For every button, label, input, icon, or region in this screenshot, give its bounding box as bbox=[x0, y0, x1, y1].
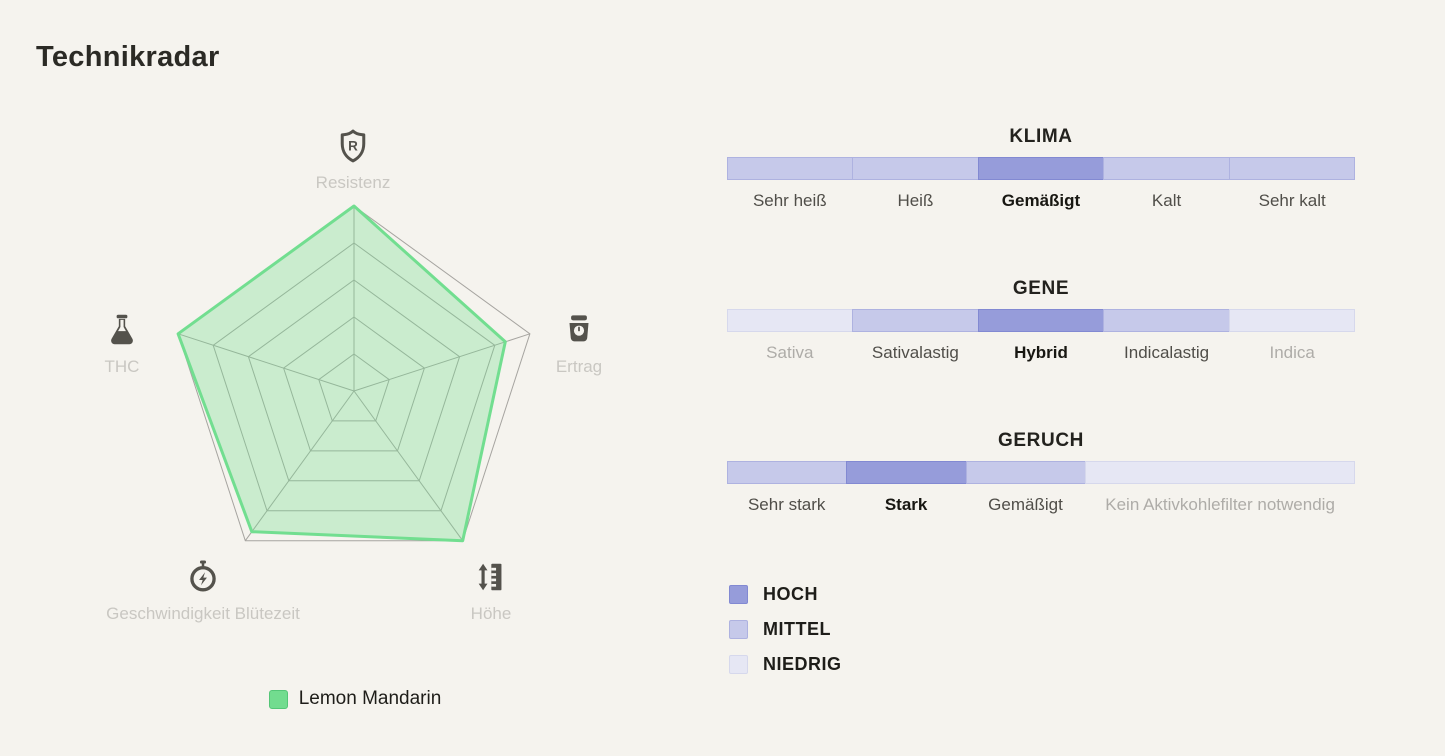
scale-label: Gemäßigt bbox=[988, 495, 1063, 514]
scale-bar bbox=[727, 309, 1356, 332]
scale-label: Sativa bbox=[766, 343, 814, 362]
level-legend-row: MITTEL bbox=[729, 619, 842, 639]
scale-label: Sehr heiß bbox=[752, 191, 827, 210]
section-title: GENE bbox=[1012, 278, 1070, 299]
scale-segment-mittel bbox=[1103, 309, 1230, 332]
radar-axis-line bbox=[244, 390, 355, 541]
scale-segment-mittel bbox=[852, 157, 979, 180]
height-ruler-icon bbox=[478, 563, 502, 591]
radar-axis-geschwindigkeit: Geschwindigkeit Blütezeit bbox=[68, 558, 338, 624]
scale-segment-mittel bbox=[965, 461, 1087, 484]
section-klima: KLIMA Sehr heiß Heiß Gemäßigt Kalt Sehr kalt bbox=[727, 126, 1356, 211]
scale-label: Kein Aktivkohlefilter notwendig bbox=[1105, 495, 1335, 514]
scale-labels: Sehr stark Stark Gemäßigt Kein Aktivkohlefi… bbox=[727, 495, 1355, 515]
radar-grid-ring bbox=[212, 242, 496, 512]
scale-label: Sehr kalt bbox=[1258, 191, 1326, 210]
axis-label: Ertrag bbox=[555, 357, 603, 376]
scale-segment-mittel bbox=[852, 309, 979, 332]
scale-segment-mittel bbox=[727, 157, 854, 180]
radar-data-polygon bbox=[176, 204, 507, 543]
section-geruch: GERUCH Sehr stark Stark Gemäßigt Kein Aktiv… bbox=[727, 430, 1355, 515]
scale-label: Gemäßigt bbox=[1001, 191, 1081, 210]
scale-segment-niedrig bbox=[727, 309, 854, 332]
svg-text:R: R bbox=[348, 139, 358, 154]
radar-grid-ring bbox=[318, 353, 390, 422]
level-legend-row: NIEDRIG bbox=[729, 654, 842, 674]
scale-label: Stark bbox=[884, 495, 928, 514]
level-legend-label: HOCH bbox=[763, 583, 818, 604]
scale-bar bbox=[727, 461, 1355, 484]
level-legend-row: HOCH bbox=[729, 584, 842, 604]
axis-label: Höhe bbox=[470, 604, 512, 623]
shield-r-icon: R bbox=[340, 129, 366, 163]
scale-segment-mittel bbox=[1228, 157, 1356, 180]
radar-axis-line bbox=[353, 390, 464, 541]
scale-label: Kalt bbox=[1151, 191, 1182, 210]
scale-segment-niedrig bbox=[1085, 461, 1355, 484]
scale-label: Sativalastig bbox=[871, 343, 959, 362]
axis-label: Resistenz bbox=[315, 173, 391, 192]
radar-grid-ring bbox=[247, 279, 461, 482]
level-legend-swatch-hoch bbox=[729, 584, 748, 604]
axis-label: Geschwindigkeit Blütezeit bbox=[106, 604, 300, 623]
scale-segment-mittel bbox=[1103, 157, 1230, 180]
scale-label: Heiß bbox=[897, 191, 934, 210]
level-legend-swatch-niedrig bbox=[729, 654, 748, 674]
level-legend-label: NIEDRIG bbox=[763, 653, 842, 674]
section-title: GERUCH bbox=[998, 430, 1084, 451]
radar-axis-hoehe: Höhe bbox=[391, 558, 591, 624]
scale-label: Sehr stark bbox=[747, 495, 826, 514]
section-title: KLIMA bbox=[1009, 126, 1073, 147]
scale-segment-hoch bbox=[846, 461, 967, 484]
series-legend[interactable]: Lemon Mandarin bbox=[0, 688, 710, 710]
series-legend-label: Lemon Mandarin bbox=[298, 688, 442, 709]
radar-grid-ring bbox=[283, 316, 425, 452]
stopwatch-icon bbox=[190, 560, 216, 592]
level-legend-label: MITTEL bbox=[763, 618, 831, 639]
radar-chart bbox=[176, 204, 531, 543]
scale-label: Hybrid bbox=[1014, 343, 1068, 362]
scale-label: Indicalastig bbox=[1124, 343, 1210, 362]
scale-labels: Sativa Sativalastig Hybrid Indicalastig Indi… bbox=[727, 343, 1355, 363]
radar-axis-line bbox=[353, 333, 531, 392]
kitchen-scale-icon bbox=[569, 315, 589, 342]
level-legend-swatch-mittel bbox=[729, 619, 748, 639]
scale-label: Indica bbox=[1269, 343, 1315, 362]
axis-label: THC bbox=[104, 357, 140, 376]
level-legend: HOCH MITTEL NIEDRIG bbox=[729, 584, 842, 689]
section-gene: GENE Sativa Sativalastig Hybrid Indicalasti… bbox=[727, 278, 1356, 363]
page-title: Technikradar bbox=[36, 41, 220, 74]
scale-labels: Sehr heiß Heiß Gemäßigt Kalt Sehr kalt bbox=[727, 191, 1355, 211]
scale-segment-niedrig bbox=[1228, 309, 1356, 332]
radar-axis-line bbox=[177, 333, 355, 392]
radar-axis-resistenz: R Resistenz bbox=[253, 127, 453, 193]
scale-bar bbox=[727, 157, 1356, 180]
series-legend-swatch bbox=[268, 689, 288, 709]
scale-segment-mittel bbox=[727, 461, 848, 484]
radar-axis-ertrag: Ertrag bbox=[479, 311, 679, 377]
scale-segment-hoch bbox=[977, 157, 1105, 180]
scale-segment-hoch bbox=[977, 309, 1105, 332]
radar-axis-thc: THC bbox=[22, 311, 222, 377]
flask-icon bbox=[111, 314, 133, 345]
